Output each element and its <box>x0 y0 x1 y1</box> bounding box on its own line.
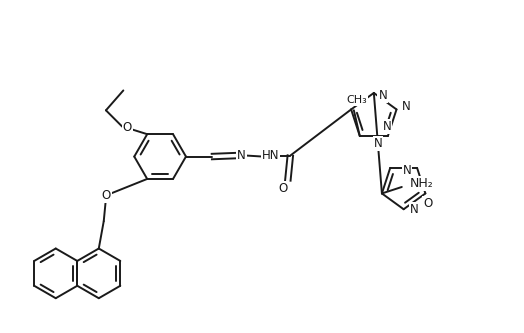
Text: N: N <box>402 101 411 114</box>
Text: N: N <box>383 120 391 133</box>
Text: N: N <box>403 164 411 177</box>
Text: O: O <box>423 197 432 210</box>
Text: O: O <box>102 189 111 202</box>
Text: O: O <box>123 121 132 134</box>
Text: O: O <box>278 182 288 195</box>
Text: HN: HN <box>261 149 279 162</box>
Text: CH₃: CH₃ <box>346 95 367 105</box>
Text: N: N <box>237 149 246 162</box>
Text: N: N <box>374 137 382 150</box>
Text: NH₂: NH₂ <box>410 176 433 189</box>
Text: N: N <box>378 89 387 102</box>
Text: N: N <box>410 203 419 216</box>
